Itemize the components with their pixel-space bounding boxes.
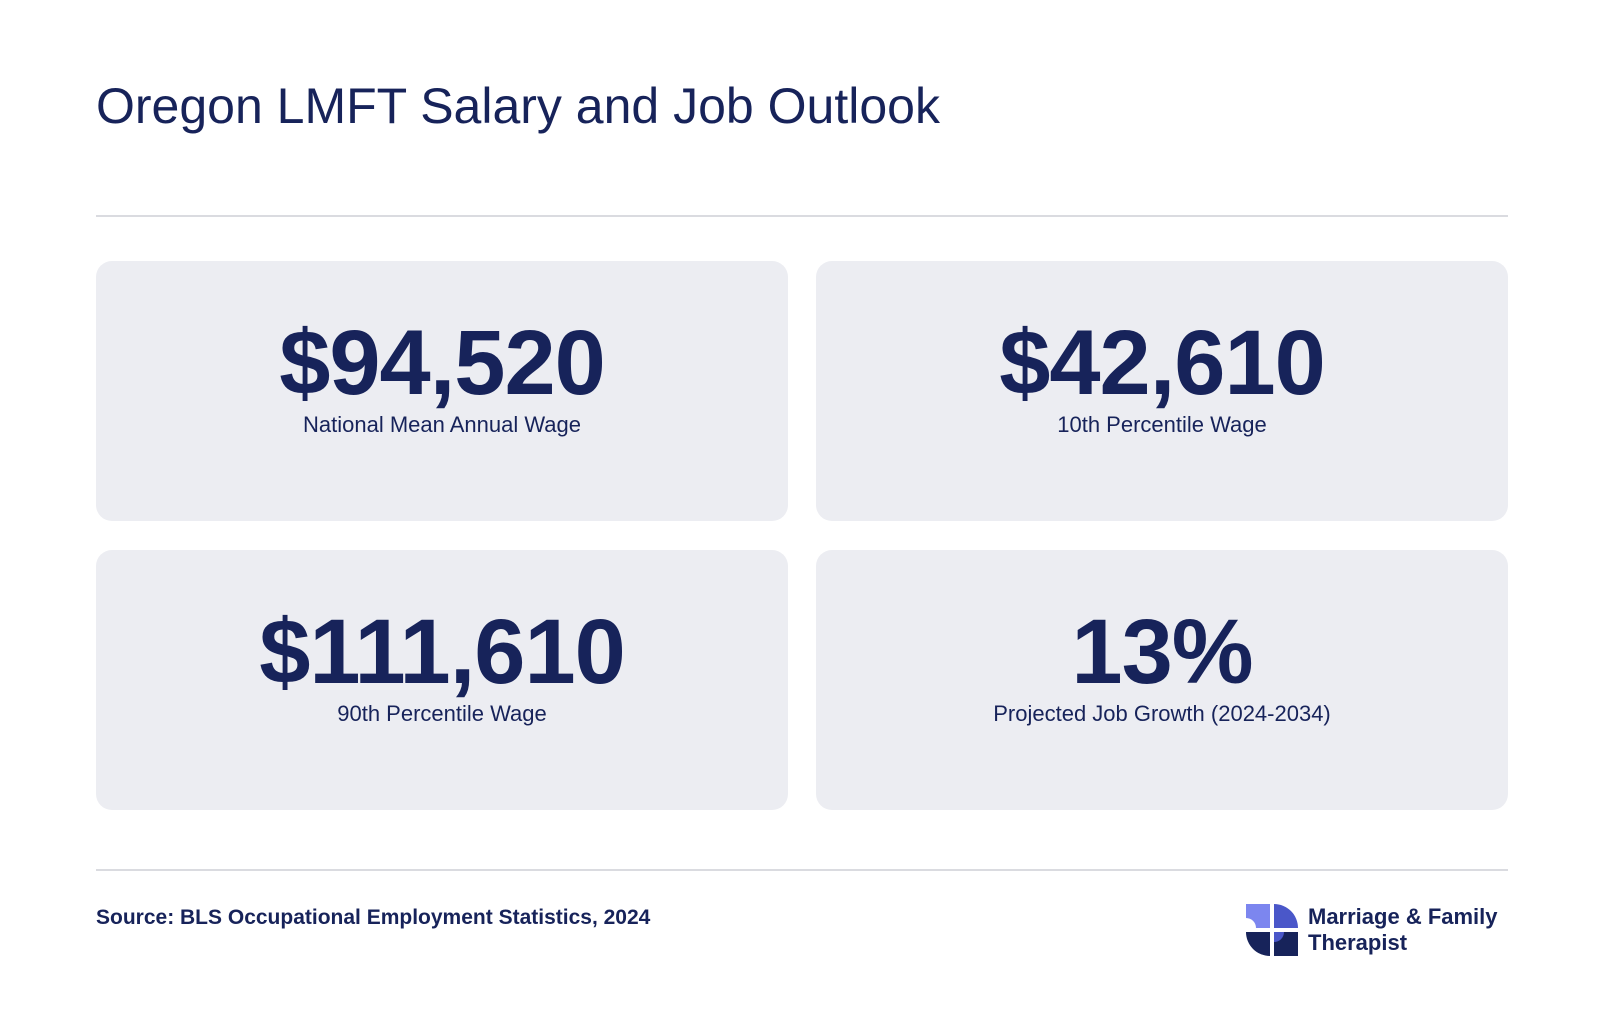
brand-name-line-2: Therapist xyxy=(1308,930,1408,955)
stat-label: 10th Percentile Wage xyxy=(1057,412,1267,437)
brand-lockup: Marriage & Family Therapist xyxy=(1246,902,1510,958)
stat-value: 13% xyxy=(1071,601,1253,703)
stat-card-10th-percentile: $42,610 10th Percentile Wage xyxy=(816,261,1508,521)
stat-value: $94,520 xyxy=(279,312,606,414)
stat-card-90th-percentile: $111,610 90th Percentile Wage xyxy=(96,550,788,810)
logo-petal-top-left xyxy=(1246,904,1270,928)
page-title: Oregon LMFT Salary and Job Outlook xyxy=(96,78,940,134)
stat-label: National Mean Annual Wage xyxy=(302,412,582,437)
source-citation: Source: BLS Occupational Employment Stat… xyxy=(96,906,651,929)
brand-name: Marriage & Family Therapist xyxy=(1308,904,1498,956)
stat-label: 90th Percentile Wage xyxy=(337,701,547,726)
stat-label: Projected Job Growth (2024-2034) xyxy=(993,701,1331,726)
stat-card-mean-wage: $94,520 National Mean Annual Wage xyxy=(96,261,788,521)
stat-value: $42,610 xyxy=(999,312,1326,414)
logo-petal-bottom-left xyxy=(1246,932,1270,956)
stat-value: $111,610 xyxy=(259,601,626,703)
pinwheel-logo-icon xyxy=(1246,904,1298,956)
stat-card-job-growth: 13% Projected Job Growth (2024-2034) xyxy=(816,550,1508,810)
logo-petal-top-right xyxy=(1274,904,1298,928)
logo-petal-accent xyxy=(1274,932,1284,942)
top-divider xyxy=(96,215,1508,217)
bottom-divider xyxy=(96,869,1508,871)
brand-name-line-1: Marriage & Family xyxy=(1308,904,1498,929)
